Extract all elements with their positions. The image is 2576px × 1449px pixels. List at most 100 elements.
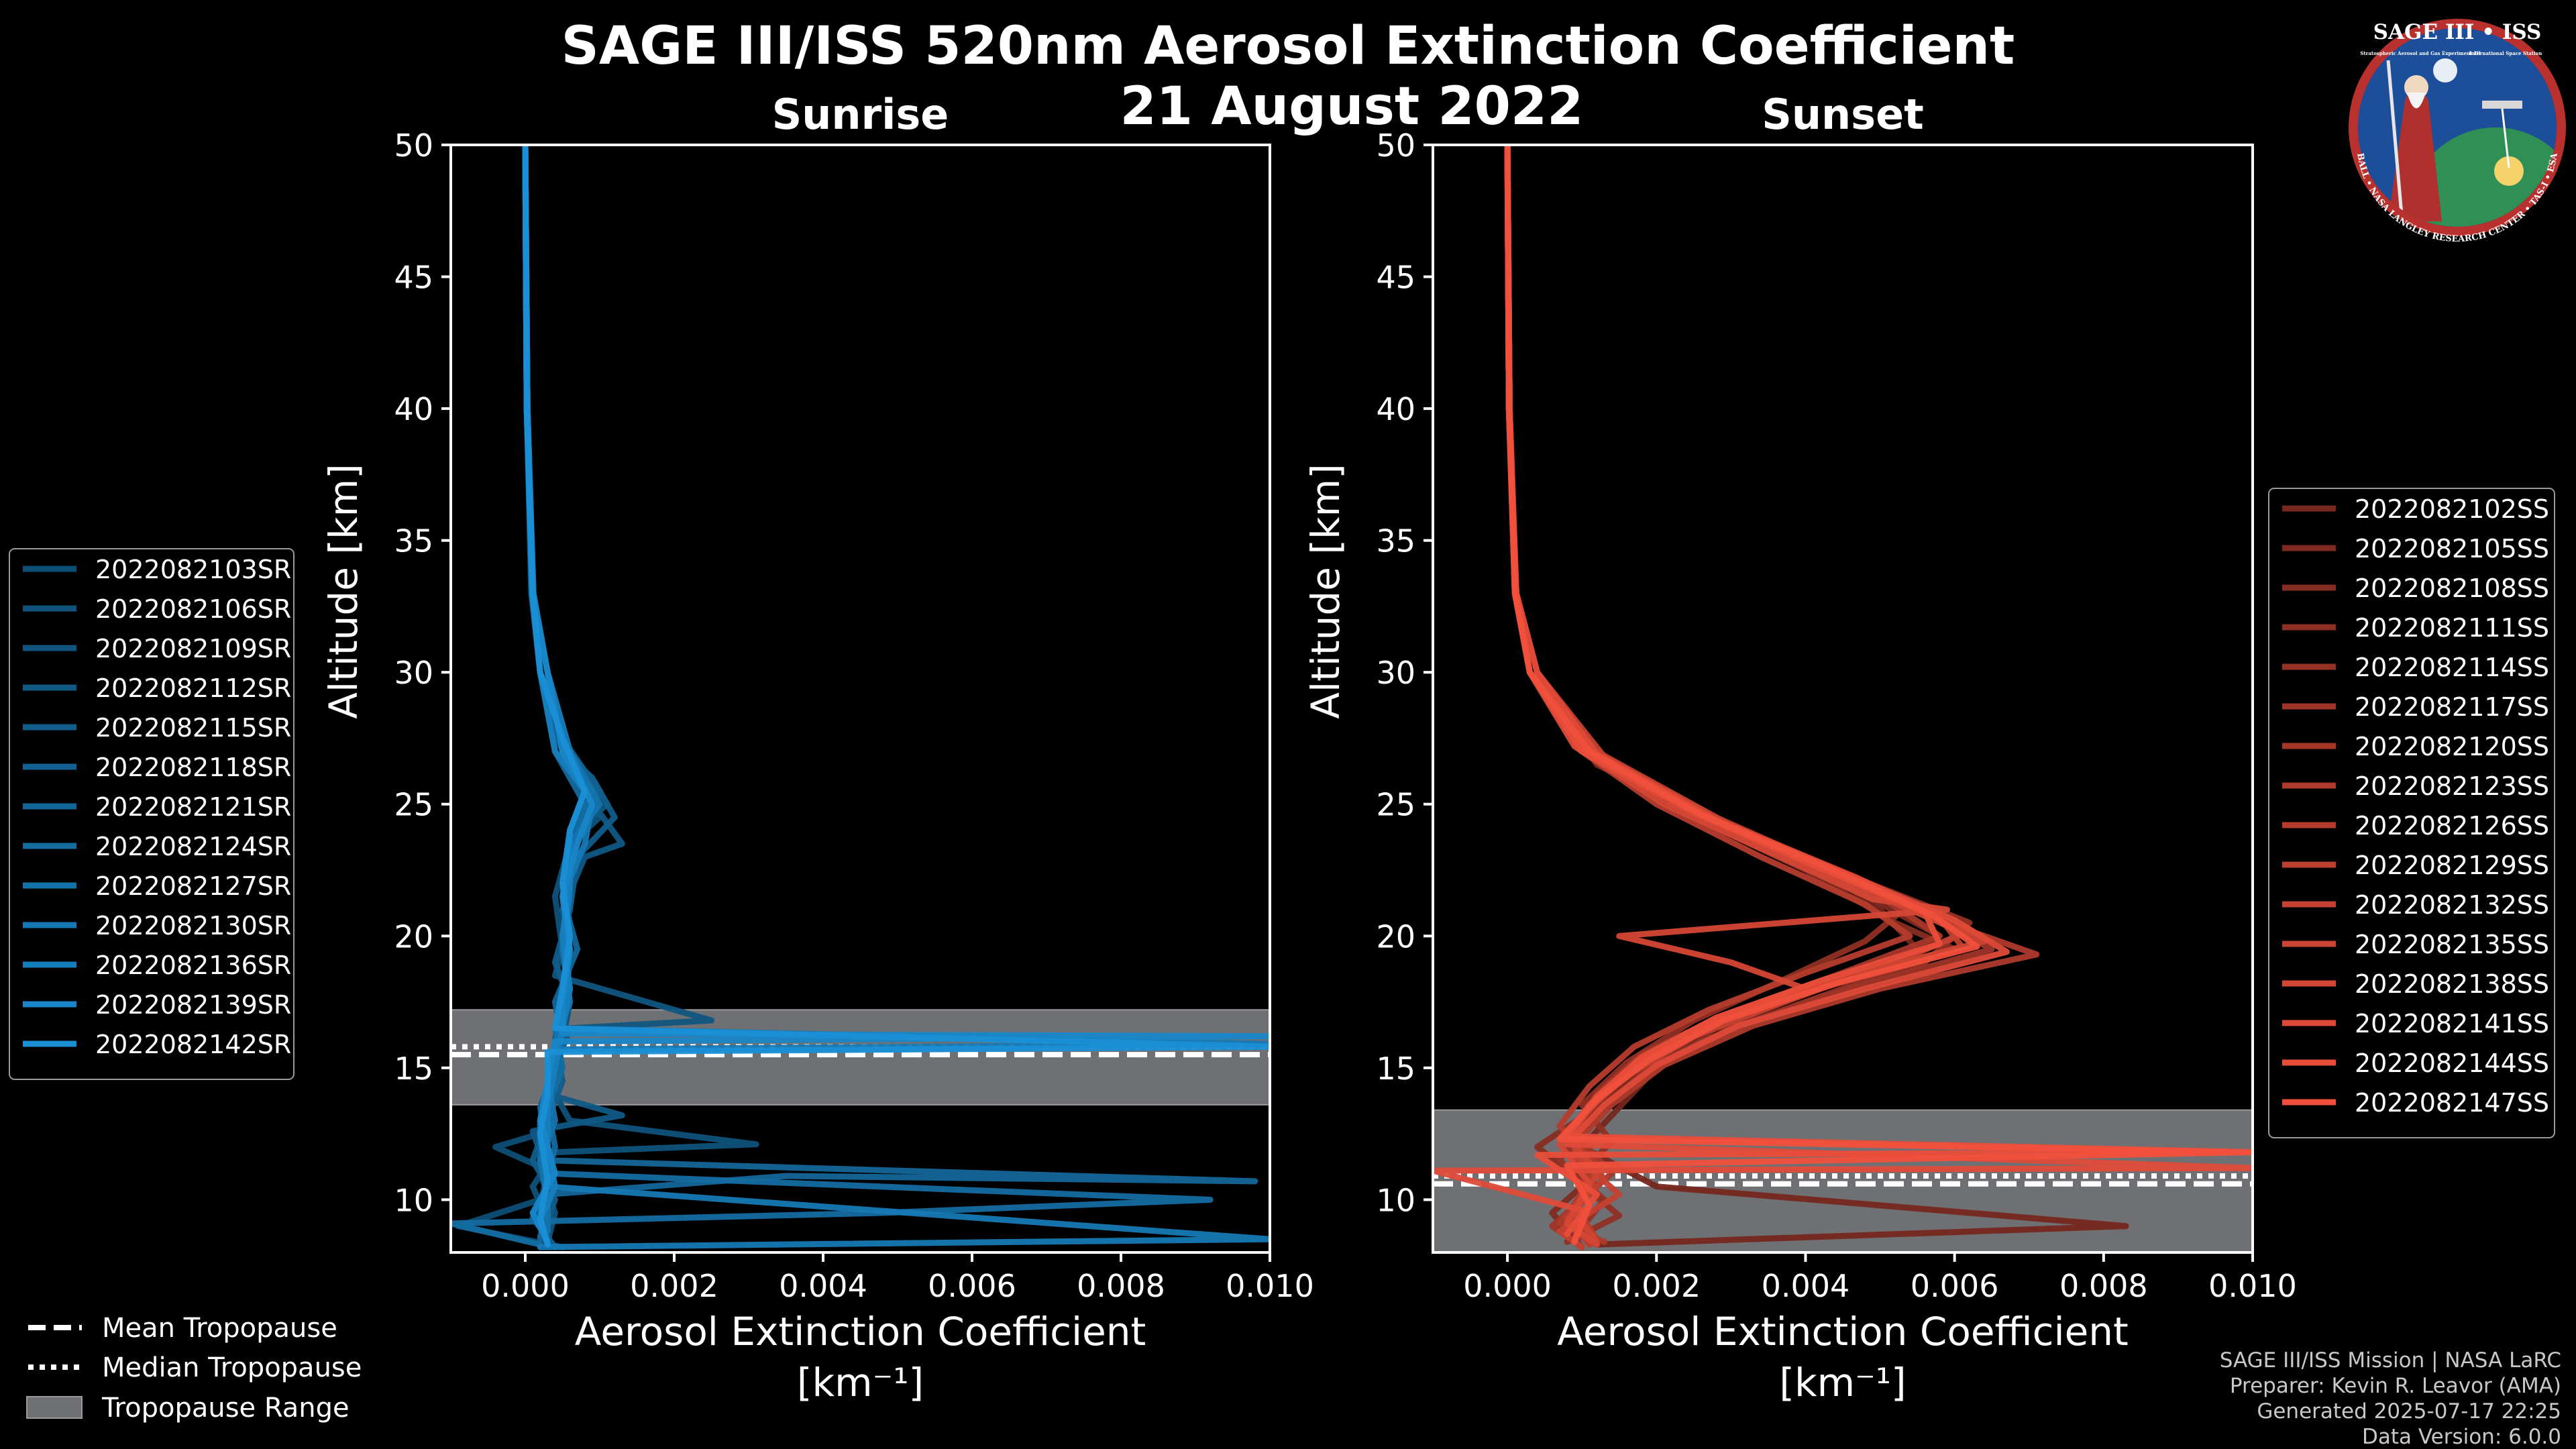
- figure-date: 21 August 2022: [1120, 76, 1584, 137]
- y-tick-label: 35: [1376, 523, 1415, 559]
- panel-title: Sunset: [1762, 90, 1924, 139]
- legend-label-2022082127SR: 2022082127SR: [95, 871, 291, 901]
- x-axis-label: Aerosol Extinction Coefficient: [575, 1309, 1146, 1354]
- logo-sun: [2494, 156, 2524, 186]
- legend-label-2022082118SR: 2022082118SR: [95, 753, 291, 782]
- y-tick-label: 45: [394, 260, 433, 296]
- logo-earth: [2408, 127, 2557, 227]
- x-axis-unit: [km⁻¹]: [1779, 1360, 1906, 1405]
- legend-label-2022082121SR: 2022082121SR: [95, 792, 291, 822]
- legend-label-2022082129SS: 2022082129SS: [2355, 851, 2549, 880]
- legend-label-2022082114SS: 2022082114SS: [2355, 653, 2549, 682]
- x-axis-label: Aerosol Extinction Coefficient: [1557, 1309, 2129, 1354]
- tropopause-legend: Mean Tropopause Median Tropopause Tropop…: [26, 1313, 362, 1424]
- legend-label-2022082103SR: 2022082103SR: [95, 555, 291, 584]
- legend-label-2022082147SS: 2022082147SS: [2355, 1088, 2549, 1118]
- plot-frame: [449, 144, 1271, 1254]
- legend-label-2022082126SS: 2022082126SS: [2355, 811, 2549, 841]
- logo-iss: [2482, 101, 2522, 109]
- sunrise-legend: 2022082103SR 2022082106SR 2022082109SR 2022…: [9, 548, 294, 1080]
- legend-label-2022082102SS: 2022082102SS: [2355, 494, 2549, 524]
- legend-label-2022082117SS: 2022082117SS: [2355, 692, 2549, 722]
- legend-label-2022082132SS: 2022082132SS: [2355, 890, 2549, 920]
- sunset-panel: 10 15 20 25 30 35 40 45 50 0.000 0.002 0.004 0.006 0.…: [1303, 90, 2297, 1405]
- x-tick-label: 0.004: [1762, 1268, 1850, 1304]
- legend-label-2022082106SR: 2022082106SR: [95, 594, 291, 624]
- logo-title: SAGE III • ISS: [2373, 20, 2542, 44]
- legend-label-2022082138SS: 2022082138SS: [2355, 969, 2549, 999]
- legend-label-2022082105SS: 2022082105SS: [2355, 534, 2549, 564]
- y-tick-label: 20: [1376, 918, 1415, 955]
- x-tick-label: 0.008: [2059, 1268, 2148, 1304]
- credit-generated: Generated 2025-07-17 22:25: [2257, 1399, 2561, 1424]
- y-tick-label: 15: [394, 1051, 433, 1087]
- x-tick-label: 0.006: [1911, 1268, 1999, 1304]
- series-line-2022082147SS: [1504, 145, 2253, 1245]
- y-tick-label: 30: [1376, 655, 1415, 691]
- logo-moon: [2433, 58, 2457, 83]
- plot-area: [1433, 145, 2253, 1252]
- y-tick-label: 30: [394, 655, 433, 691]
- legend-label-2022082115SR: 2022082115SR: [95, 713, 291, 743]
- y-tick-label: 35: [394, 523, 433, 559]
- legend-label-2022082123SS: 2022082123SS: [2355, 771, 2549, 801]
- logo-beam: [2501, 108, 2510, 168]
- panel-title: Sunrise: [772, 90, 949, 139]
- y-tick-label: 25: [1376, 787, 1415, 823]
- sunrise-panel: 10 15 20 25 30 35 40 45 50 0.000 0.002 0.004 0.006 0.…: [321, 90, 1314, 1405]
- logo-subtitle-right: International Space Station: [2469, 50, 2542, 56]
- legend-label-2022082124SR: 2022082124SR: [95, 832, 291, 861]
- legend-label-2022082120SS: 2022082120SS: [2355, 732, 2549, 761]
- credits: SAGE III/ISS Mission | NASA LaRC Prepare…: [2220, 1348, 2561, 1449]
- y-tick-label: 10: [394, 1182, 433, 1218]
- y-tick-label: 50: [394, 127, 433, 164]
- y-axis-label: Altitude [km]: [1303, 464, 1348, 718]
- legend-box: [9, 548, 294, 1080]
- legend-label-2022082141SS: 2022082141SS: [2355, 1009, 2549, 1038]
- y-tick-label: 50: [1376, 127, 1415, 164]
- logo-staff: [2386, 60, 2404, 215]
- legend-label-2022082142SR: 2022082142SR: [95, 1030, 291, 1059]
- legend-label-2022082144SS: 2022082144SS: [2355, 1049, 2549, 1078]
- x-tick-label: 0.002: [630, 1268, 718, 1304]
- credit-mission: SAGE III/ISS Mission | NASA LaRC: [2220, 1348, 2561, 1373]
- plot-frame: [1432, 144, 2254, 1254]
- x-tick-label: 0.000: [481, 1268, 570, 1304]
- sunset-legend: 2022082102SS 2022082105SS 2022082108SS 2022…: [2268, 488, 2555, 1138]
- y-tick-label: 25: [394, 787, 433, 823]
- credit-preparer: Preparer: Kevin R. Leavor (AMA): [2230, 1374, 2561, 1398]
- logo-sage-figure: [2388, 87, 2442, 221]
- legend-label-2022082111SS: 2022082111SS: [2355, 613, 2549, 643]
- figure-title: SAGE III/ISS 520nm Aerosol Extinction Co…: [561, 16, 2015, 76]
- median-tropopause-label: Median Tropopause: [102, 1352, 362, 1383]
- tropopause-range-label: Tropopause Range: [101, 1393, 350, 1424]
- mean-tropopause-label: Mean Tropopause: [102, 1313, 337, 1344]
- legend-label-2022082130SR: 2022082130SR: [95, 911, 291, 941]
- x-tick-label: 0.000: [1463, 1268, 1552, 1304]
- y-tick-label: 40: [394, 391, 433, 427]
- series-group: [451, 145, 1270, 1250]
- x-tick-label: 0.010: [1226, 1268, 1314, 1304]
- y-tick-label: 40: [1376, 391, 1415, 427]
- x-tick-label: 0.008: [1077, 1268, 1165, 1304]
- legend-label-2022082112SR: 2022082112SR: [95, 674, 291, 703]
- legend-label-2022082108SS: 2022082108SS: [2355, 574, 2549, 603]
- y-tick-label: 10: [1376, 1182, 1415, 1218]
- series-group: [1433, 145, 2253, 1250]
- legend-box: [2268, 488, 2555, 1138]
- logo-subtitle-left: Stratospheric Aerosol and Gas Experiment…: [2360, 50, 2480, 56]
- series-line-2022082141SS: [1433, 145, 2253, 1245]
- y-tick-label: 15: [1376, 1051, 1415, 1087]
- legend-label-2022082139SR: 2022082139SR: [95, 990, 291, 1020]
- logo-beard: [2407, 93, 2426, 109]
- series-line-2022082142SR: [522, 145, 1270, 1248]
- credit-data-version: Data Version: 6.0.0: [2362, 1425, 2561, 1449]
- legend-label-2022082135SS: 2022082135SS: [2355, 930, 2549, 959]
- y-tick-label: 45: [1376, 260, 1415, 296]
- y-tick-label: 20: [394, 918, 433, 955]
- x-tick-label: 0.004: [779, 1268, 867, 1304]
- x-tick-label: 0.010: [2208, 1268, 2297, 1304]
- y-axis-label: Altitude [km]: [321, 464, 366, 718]
- x-axis-unit: [km⁻¹]: [797, 1360, 924, 1405]
